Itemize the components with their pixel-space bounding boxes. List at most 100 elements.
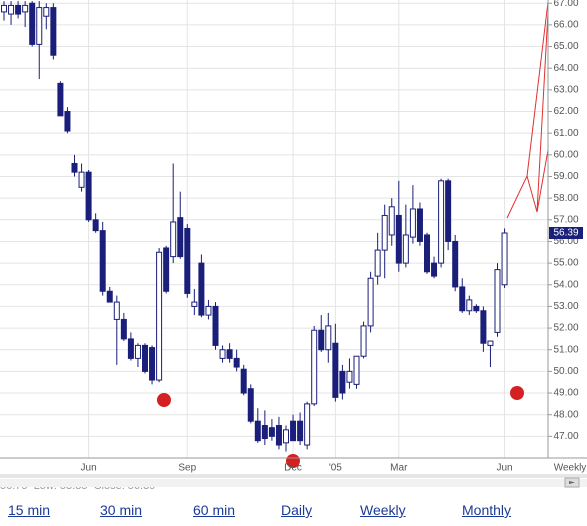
candle-body [219, 349, 226, 359]
y-tick-label: 51.00 [553, 344, 578, 355]
candle-body [149, 347, 156, 381]
candle-body [127, 338, 134, 359]
candle-body [381, 214, 388, 251]
candle-body [50, 7, 57, 56]
candle-body [459, 286, 466, 312]
candle-body [374, 249, 381, 277]
y-tick-label: 50.00 [553, 366, 578, 377]
projection-line [506, 149, 549, 219]
candle-body [205, 305, 212, 316]
candle-body [367, 277, 374, 327]
scroll-arrow [569, 481, 575, 484]
candle-body [71, 162, 78, 173]
candle-body [424, 234, 430, 273]
candle-body [268, 427, 275, 437]
candle-body [64, 111, 71, 132]
projection-line [526, 1, 549, 177]
candle-body [43, 7, 50, 17]
candle-body [184, 227, 191, 294]
candle-body [431, 262, 438, 277]
candle-body [36, 7, 43, 45]
y-tick-label: 59.00 [553, 171, 578, 182]
y-tick-label: 48.00 [553, 409, 578, 420]
candle-body [240, 368, 247, 394]
y-tick-label: 66.00 [553, 20, 578, 31]
candle-body [480, 310, 487, 344]
event-marker [510, 386, 524, 400]
x-tick-label: Mar [390, 463, 408, 474]
candle-body [402, 234, 409, 264]
candle-body [494, 269, 501, 333]
candle-body [416, 208, 423, 242]
candle-body [332, 342, 339, 398]
period-tab[interactable]: 15 min [8, 502, 51, 518]
candle-body [247, 388, 254, 422]
y-tick-label: 57.00 [553, 214, 578, 225]
candle-body [92, 219, 99, 232]
candle-body [198, 262, 205, 316]
y-tick-label: 54.00 [553, 279, 578, 290]
candle-body [78, 171, 85, 188]
scroll-bg [0, 479, 587, 487]
scrollbar[interactable] [0, 474, 587, 478]
candle-body [106, 290, 113, 303]
candle-body [304, 403, 311, 446]
candle-body [85, 171, 92, 221]
candle-body [360, 325, 367, 357]
candle-body [290, 420, 297, 442]
candle-body [487, 340, 494, 346]
candle-body [346, 370, 353, 383]
period-tab[interactable]: 30 min [100, 502, 143, 518]
candle-body [57, 82, 64, 117]
candle-body [22, 4, 29, 13]
candle-body [177, 217, 184, 258]
y-tick-label: 61.00 [553, 128, 578, 139]
candle-body [311, 329, 318, 405]
period-tabs: 15 min 30 min 60 min Daily Weekly Monthly [0, 500, 587, 524]
period-tab[interactable]: Daily [281, 502, 313, 518]
y-tick-label: 67.00 [553, 0, 578, 9]
candle-body [29, 2, 36, 45]
candle-body [15, 4, 22, 15]
event-marker [157, 393, 171, 407]
candle-body [388, 206, 395, 236]
period-tab[interactable]: Weekly [360, 502, 406, 518]
y-tick-label: 49.00 [553, 388, 578, 399]
period-label: Weekly [554, 463, 587, 474]
candle-body [325, 325, 332, 351]
candle-body [473, 305, 480, 312]
projection-line [536, 11, 549, 213]
y-tick-label: 55.00 [553, 258, 578, 269]
period-tab[interactable]: Monthly [462, 502, 512, 518]
y-tick-label: 62.00 [553, 106, 578, 117]
candle-body [99, 230, 106, 292]
candle-body [283, 429, 289, 444]
candle-body [275, 425, 282, 446]
candle-body [261, 425, 268, 440]
candle-body [113, 301, 120, 320]
y-tick-label: 64.00 [553, 63, 578, 74]
y-tick-label: 65.00 [553, 41, 578, 52]
candle-body [409, 208, 416, 238]
scroll-track [0, 477, 587, 488]
candle-body [318, 329, 325, 351]
candle-body [120, 318, 127, 340]
candle-body [1, 4, 7, 13]
x-tick-label: Sep [178, 463, 196, 474]
x-tick-label: Dec [284, 463, 302, 474]
y-tick-label: 56.00 [553, 236, 578, 247]
candle-body [163, 247, 170, 292]
candle-body [156, 251, 163, 381]
period-tab[interactable]: 60 min [193, 502, 236, 518]
candle-body [212, 305, 219, 346]
candle-body [8, 4, 15, 15]
candle-body [339, 370, 346, 394]
candle-body [445, 180, 452, 242]
candle-body [501, 232, 508, 286]
chart: Weekly 47.00 48.00 49.00 50.00 51.00 52.00 53.… [0, 0, 587, 478]
candle-body [142, 344, 148, 372]
y-tick-label: 53.00 [553, 301, 578, 312]
candle-body [254, 420, 261, 442]
y-tick-label: 52.00 [553, 323, 578, 334]
last-price-label: 56.39 [553, 228, 578, 239]
